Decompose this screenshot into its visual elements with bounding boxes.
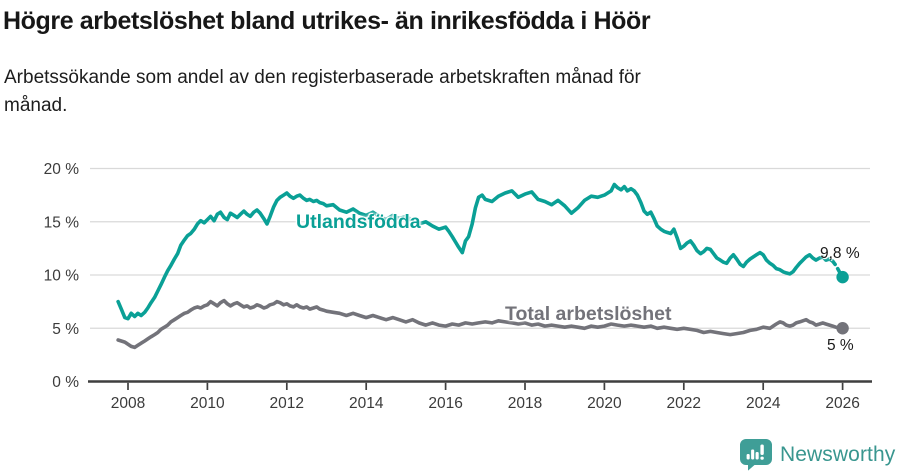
series-line-1 <box>116 298 845 350</box>
end-value-label-utlandsfodda: 9,8 % <box>820 245 860 262</box>
x-tick-label-2026: 2026 <box>825 395 859 412</box>
chart-subtitle: Arbetssökande som andel av den registerb… <box>4 64 864 120</box>
x-tick-label-2022: 2022 <box>667 395 701 412</box>
page-title: Högre arbetslöshet bland utrikes- än inr… <box>3 7 651 35</box>
y-tick-label-15pct: 15 % <box>44 214 80 231</box>
x-tick-label-2018: 2018 <box>508 395 542 412</box>
series-line-0 <box>116 182 835 321</box>
series-end-dot-0 <box>836 270 849 284</box>
x-tick-label-2014: 2014 <box>349 395 384 412</box>
newsworthy-brand-name: Newsworthy <box>780 442 896 466</box>
series-label-utlandsfodda: Utlandsfödda <box>296 211 421 233</box>
subtitle-line-1: Arbetssökande som andel av den registerb… <box>4 67 641 88</box>
subtitle-line-2: månad. <box>4 95 68 116</box>
series-label-total-arbetsloshet: Total arbetslöshet <box>505 303 672 325</box>
x-tick-label-2020: 2020 <box>587 395 622 412</box>
series-end-dot-1 <box>836 322 849 335</box>
newsworthy-logo-icon <box>739 438 773 471</box>
newsworthy-logo-link[interactable]: Newsworthy <box>739 438 895 471</box>
x-tick-label-2024: 2024 <box>746 395 781 412</box>
series-line-0-dashed-tail <box>830 259 845 279</box>
x-tick-label-2016: 2016 <box>428 395 462 412</box>
end-value-label-total: 5 % <box>827 337 854 354</box>
y-tick-label-5pct: 5 % <box>52 321 79 338</box>
y-tick-label-0pct: 0 % <box>52 374 79 391</box>
y-tick-label-10pct: 10 % <box>44 268 80 285</box>
y-tick-label-20pct: 20 % <box>44 161 80 178</box>
x-tick-label-2008: 2008 <box>111 395 145 412</box>
x-tick-label-2010: 2010 <box>190 395 225 412</box>
x-tick-label-2012: 2012 <box>270 395 304 412</box>
